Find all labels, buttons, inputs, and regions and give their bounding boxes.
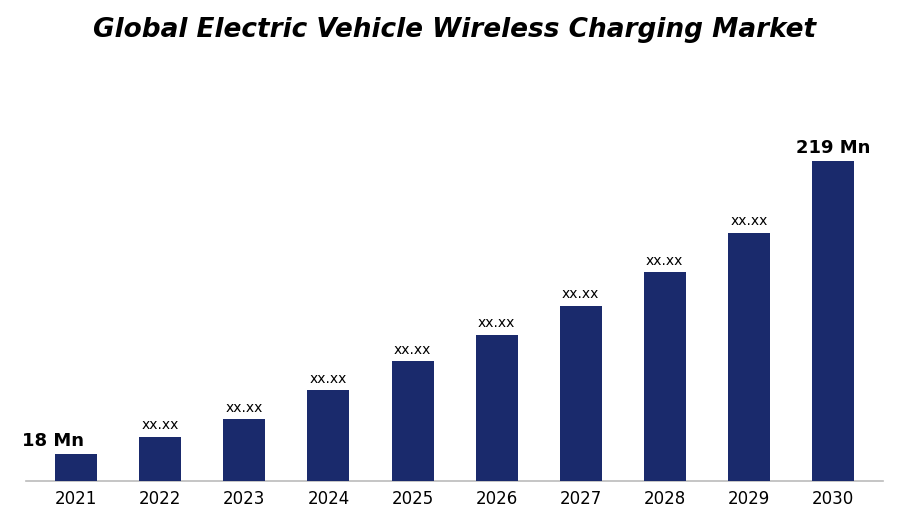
Bar xyxy=(392,361,434,480)
Text: xx.xx: xx.xx xyxy=(226,401,263,415)
Bar xyxy=(308,390,349,480)
Bar xyxy=(55,454,97,480)
Bar xyxy=(644,272,686,480)
Bar xyxy=(728,233,770,480)
Text: xx.xx: xx.xx xyxy=(478,317,516,330)
Bar xyxy=(223,419,266,480)
Bar xyxy=(475,335,518,480)
Text: 219 Mn: 219 Mn xyxy=(796,139,870,156)
Text: xx.xx: xx.xx xyxy=(310,372,347,386)
Text: 18 Mn: 18 Mn xyxy=(22,432,84,450)
Title: Global Electric Vehicle Wireless Charging Market: Global Electric Vehicle Wireless Chargin… xyxy=(93,17,816,43)
Bar xyxy=(140,437,181,480)
Text: xx.xx: xx.xx xyxy=(394,343,431,356)
Bar xyxy=(560,306,602,480)
Text: xx.xx: xx.xx xyxy=(730,214,768,228)
Text: xx.xx: xx.xx xyxy=(646,254,683,268)
Text: xx.xx: xx.xx xyxy=(562,287,599,301)
Bar xyxy=(812,161,854,480)
Text: xx.xx: xx.xx xyxy=(141,418,179,433)
